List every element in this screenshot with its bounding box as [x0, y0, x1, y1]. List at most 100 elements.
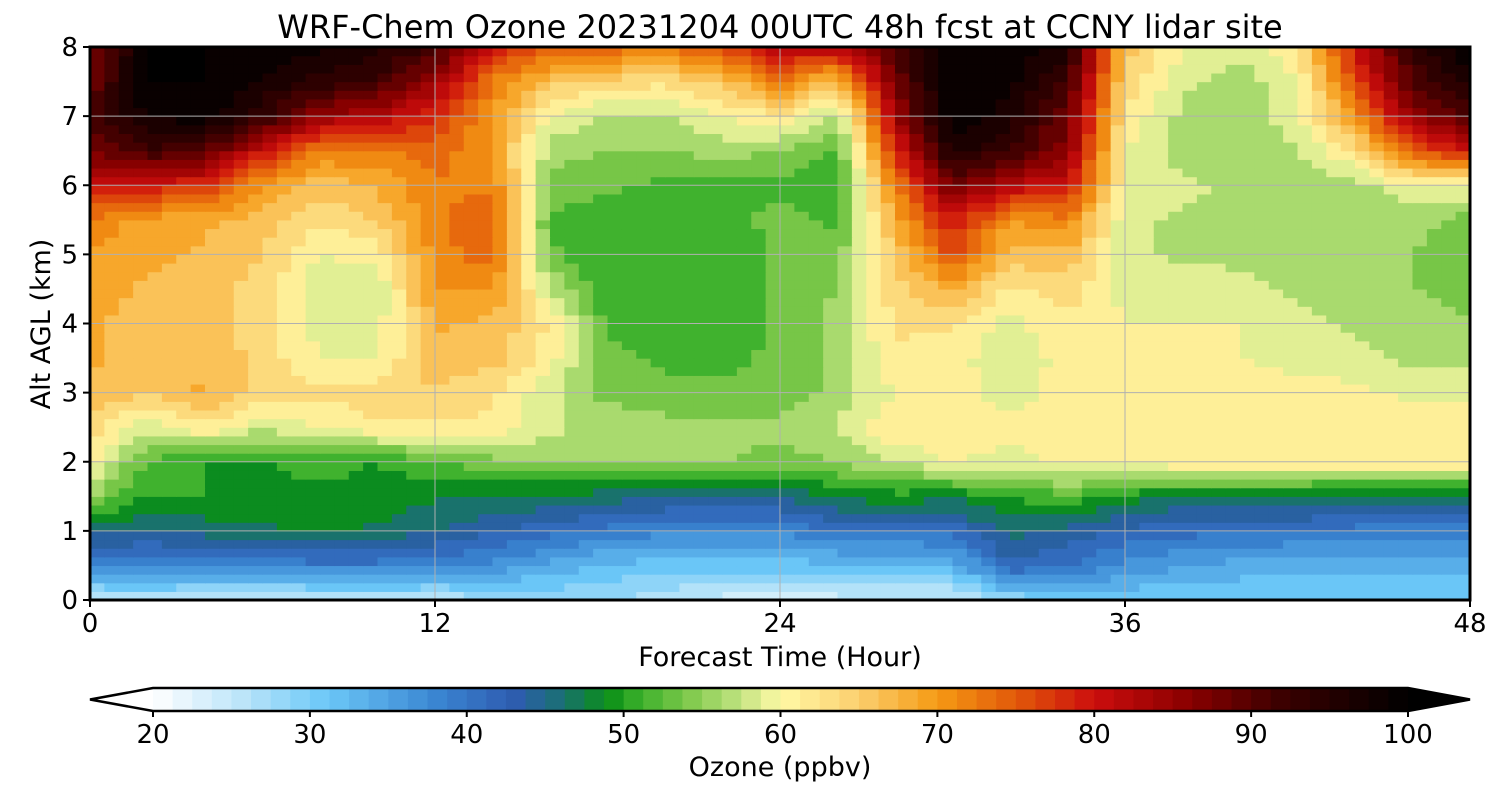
heatmap-cell: [1355, 453, 1370, 463]
heatmap-cell: [406, 556, 422, 567]
heatmap-cell: [1225, 453, 1241, 463]
heatmap-cell: [478, 271, 494, 281]
heatmap-cell: [1168, 288, 1184, 299]
heatmap-cell: [1182, 479, 1198, 489]
heatmap-cell: [1053, 228, 1069, 238]
heatmap-cell: [1383, 427, 1399, 437]
heatmap-cell: [923, 193, 939, 204]
heatmap-cell: [161, 487, 177, 497]
heatmap-cell: [995, 219, 1011, 230]
heatmap-cell: [923, 504, 939, 515]
heatmap-cell: [391, 254, 407, 264]
heatmap-cell: [679, 487, 695, 497]
heatmap-cell: [118, 375, 134, 385]
heatmap-cell: [406, 444, 422, 454]
heatmap-cell: [808, 245, 824, 255]
heatmap-cell: [161, 254, 177, 264]
heatmap-cell: [1455, 202, 1471, 212]
heatmap-cell: [1297, 444, 1313, 454]
heatmap-cell: [334, 306, 350, 316]
heatmap-cell: [751, 375, 767, 385]
heatmap-cell: [1125, 185, 1140, 195]
heatmap-cell: [679, 323, 695, 333]
heatmap-cell: [650, 479, 666, 489]
heatmap-cell: [1355, 479, 1370, 489]
heatmap-cell: [291, 185, 307, 195]
heatmap-cell: [1326, 306, 1342, 316]
heatmap-cell: [291, 254, 307, 264]
heatmap-cell: [391, 202, 407, 212]
heatmap-cell: [1225, 314, 1241, 325]
heatmap-cell: [406, 288, 422, 299]
heatmap-cell: [377, 409, 393, 420]
heatmap-cell: [420, 237, 436, 247]
heatmap-cell: [1110, 427, 1126, 437]
heatmap-cell: [981, 435, 997, 446]
heatmap-cell: [406, 565, 422, 575]
heatmap-cell: [722, 401, 738, 411]
heatmap-cell: [1383, 245, 1399, 255]
heatmap-cell: [665, 392, 680, 402]
heatmap-cell: [535, 358, 551, 368]
heatmap-cell: [176, 306, 192, 316]
heatmap-cell: [205, 271, 220, 281]
heatmap-cell: [377, 504, 393, 515]
heatmap-cell: [161, 323, 177, 333]
heatmap-cell: [334, 435, 350, 446]
heatmap-cell: [1038, 582, 1054, 592]
heatmap-cell: [1139, 237, 1155, 247]
heatmap-cell: [1441, 323, 1457, 333]
heatmap-cell: [1455, 176, 1471, 186]
heatmap-cell: [722, 565, 738, 575]
heatmap-cell: [363, 314, 379, 325]
heatmap-cell: [1038, 392, 1054, 402]
heatmap-cell: [1038, 280, 1054, 290]
heatmap-cell: [1211, 193, 1227, 204]
heatmap-cell: [1383, 366, 1399, 376]
heatmap-cell: [233, 487, 249, 497]
heatmap-cell: [1283, 582, 1299, 592]
heatmap-cell: [693, 150, 709, 160]
heatmap-cell: [909, 297, 925, 307]
heatmap-cell: [262, 487, 278, 497]
heatmap-cell: [808, 202, 824, 212]
heatmap-cell: [248, 453, 264, 463]
heatmap-cell: [1067, 219, 1083, 230]
heatmap-cell: [665, 159, 680, 169]
heatmap-cell: [118, 479, 134, 489]
heatmap-cell: [981, 314, 997, 325]
heatmap-cell: [147, 323, 163, 333]
heatmap-cell: [363, 211, 379, 221]
heatmap-cell: [291, 461, 307, 471]
heatmap-cell: [780, 237, 795, 247]
heatmap-cell: [118, 582, 134, 592]
heatmap-cell: [147, 496, 163, 506]
heatmap-cell: [593, 193, 609, 204]
heatmap-cell: [506, 245, 522, 255]
heatmap-cell: [780, 444, 795, 454]
heatmap-cell: [118, 340, 134, 351]
heatmap-cell: [535, 323, 551, 333]
heatmap-cell: [377, 211, 393, 221]
heatmap-cell: [607, 487, 623, 497]
heatmap-cell: [262, 314, 278, 325]
heatmap-cell: [780, 401, 795, 411]
heatmap-cell: [478, 392, 494, 402]
heatmap-cell: [1053, 522, 1069, 532]
heatmap-cell: [478, 453, 494, 463]
heatmap-cell: [693, 375, 709, 385]
heatmap-cell: [578, 332, 594, 342]
heatmap-cell: [1182, 219, 1198, 230]
heatmap-cell: [1340, 453, 1356, 463]
heatmap-cell: [320, 358, 335, 368]
heatmap-cell: [147, 401, 163, 411]
heatmap-cell: [535, 591, 551, 601]
heatmap-cell: [780, 504, 795, 515]
heatmap-cell: [866, 228, 882, 238]
heatmap-cell: [1283, 193, 1299, 204]
heatmap-cell: [679, 306, 695, 316]
heatmap-cell: [665, 383, 680, 394]
heatmap-cell: [1081, 323, 1097, 333]
heatmap-cell: [765, 383, 781, 394]
heatmap-cell: [291, 228, 307, 238]
